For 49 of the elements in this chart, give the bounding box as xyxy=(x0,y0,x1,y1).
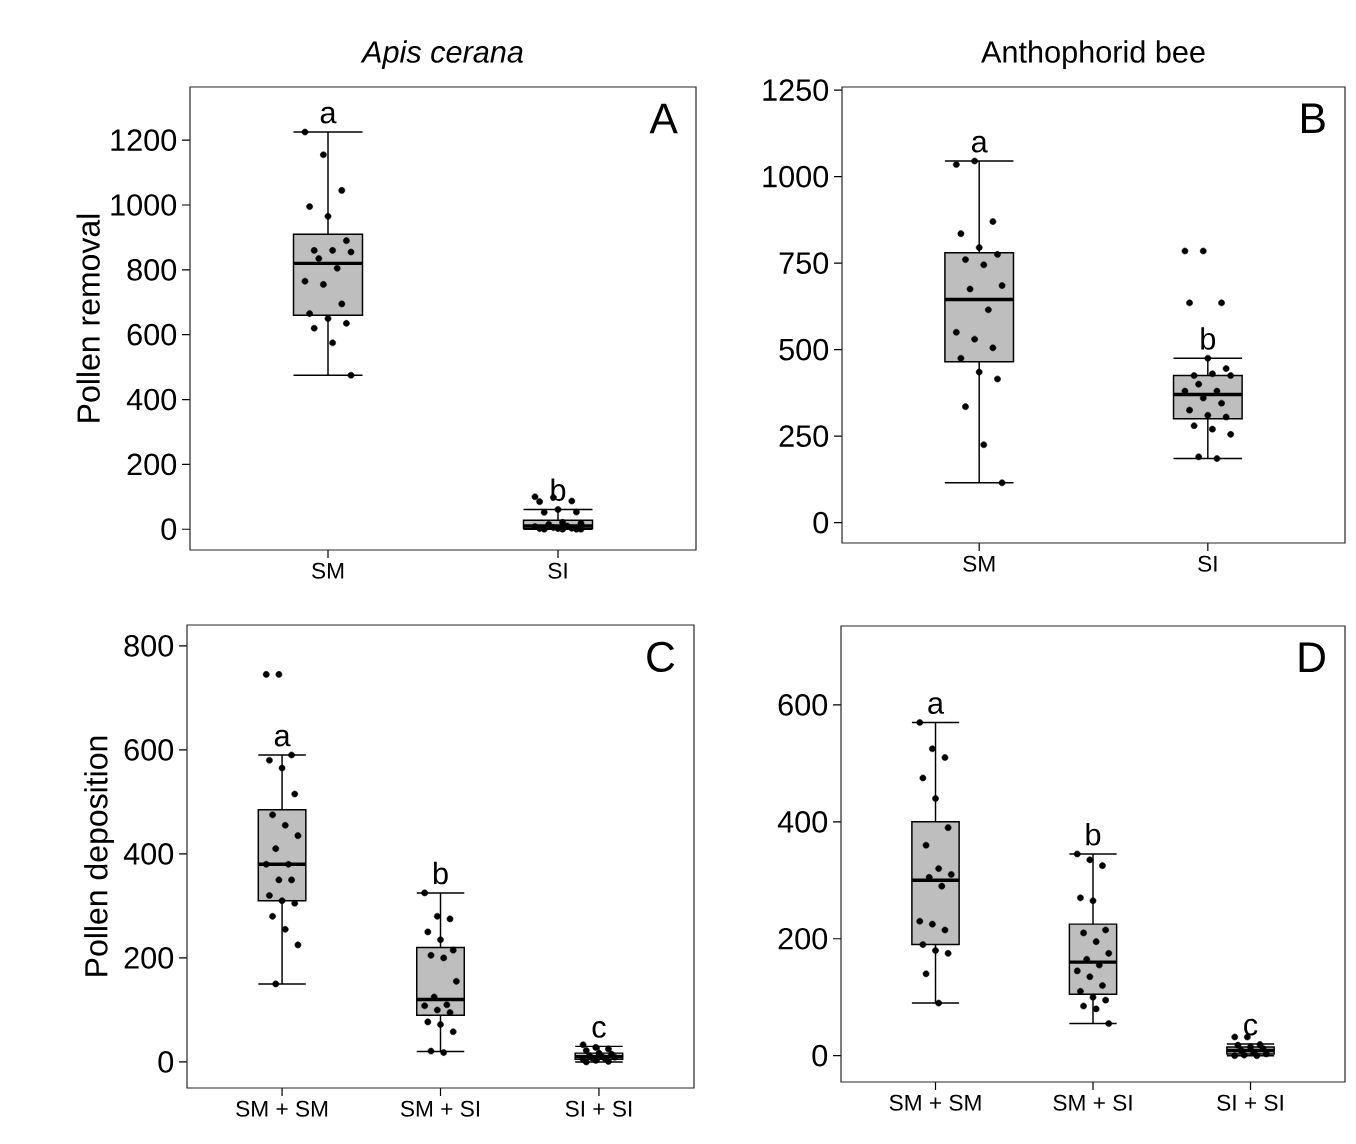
y-tick-label: 1000 xyxy=(763,165,829,188)
y-tick-label: 400 xyxy=(777,810,828,833)
annotation: c xyxy=(592,1021,606,1038)
x-tick-label: SM xyxy=(312,562,344,579)
x-tick-label: SI xyxy=(548,562,567,579)
annotation: a xyxy=(971,135,988,153)
annotation: B xyxy=(1302,103,1325,133)
annotation: b xyxy=(433,861,448,885)
annotation: a xyxy=(274,729,291,747)
annotation: b xyxy=(1086,823,1101,846)
y-tick-label: 500 xyxy=(779,338,829,361)
y-tick-label: 200 xyxy=(127,453,177,476)
y-tick-label: 750 xyxy=(779,252,829,274)
y-tick-label: 600 xyxy=(127,323,177,346)
y-tick-label: 250 xyxy=(779,425,829,447)
x-tick-label: SM xyxy=(963,555,995,572)
y-tick-label: 600 xyxy=(778,694,828,716)
y-axis-title: Pollen deposition xyxy=(84,736,114,976)
annotation: a xyxy=(928,697,945,714)
y-tick-label: 200 xyxy=(124,947,174,969)
annotation: D xyxy=(1299,642,1325,672)
x-tick-label: SI xyxy=(1198,555,1217,572)
x-tick-label: SM + SI xyxy=(400,1100,480,1117)
annotation: C xyxy=(647,641,675,673)
annotation: b xyxy=(1201,327,1216,350)
x-tick-label: SM + SI xyxy=(1053,1094,1132,1111)
y-axis-title: Pollen removal xyxy=(76,214,100,422)
x-tick-label: SM + SM xyxy=(889,1094,981,1111)
y-tick-label: 1250 xyxy=(763,79,829,101)
y-tick-label: 600 xyxy=(124,738,174,761)
y-tick-label: 400 xyxy=(126,388,177,411)
annotation: a xyxy=(320,106,337,124)
chart-title: Apis cerana xyxy=(360,40,523,69)
chart-title: Anthophorid bee xyxy=(981,40,1205,69)
y-tick-label: 0 xyxy=(813,511,829,534)
y-tick-label: 0 xyxy=(161,518,177,541)
y-tick-label: 200 xyxy=(778,927,828,950)
y-tick-label: 800 xyxy=(124,634,174,657)
y-tick-label: 1200 xyxy=(111,129,177,151)
annotation: A xyxy=(649,103,678,134)
x-tick-label: SI + SI xyxy=(1217,1094,1283,1111)
y-tick-label: 0 xyxy=(812,1044,828,1067)
y-tick-label: 400 xyxy=(123,843,174,865)
x-tick-label: SM + SM xyxy=(236,1100,328,1117)
y-tick-label: 800 xyxy=(127,258,177,281)
y-tick-label: 1000 xyxy=(111,194,177,216)
y-tick-label: 0 xyxy=(158,1051,174,1073)
x-tick-label: SI + SI xyxy=(565,1100,632,1117)
annotation: c xyxy=(1244,1018,1258,1036)
